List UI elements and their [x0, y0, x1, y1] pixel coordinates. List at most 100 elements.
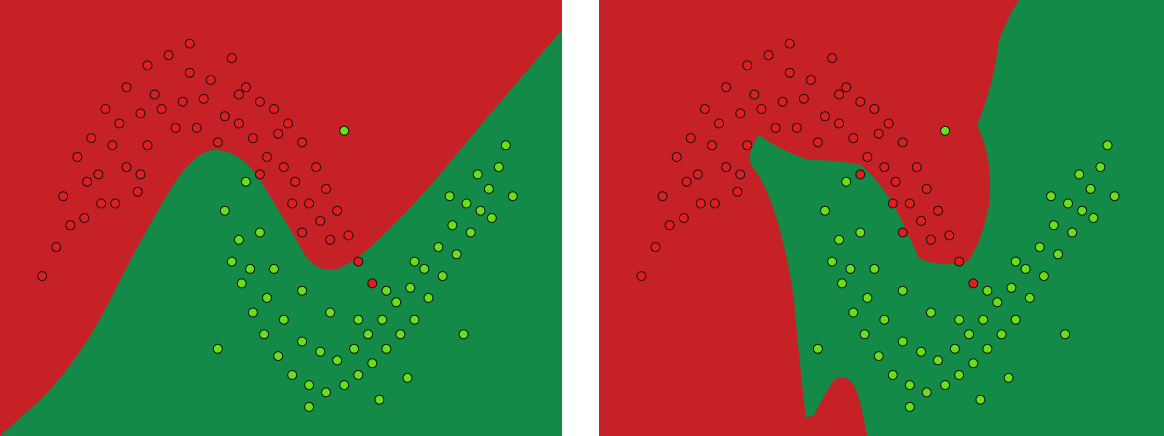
- data-point-class-0: [121, 162, 132, 173]
- data-point-class-1: [486, 213, 497, 223]
- data-point-class-1: [353, 314, 364, 325]
- data-point-class-1: [269, 263, 279, 274]
- data-point-class-1: [339, 125, 350, 136]
- data-point-class-1: [461, 198, 472, 209]
- data-point-class-1: [1102, 140, 1113, 151]
- data-point-class-1: [297, 336, 308, 347]
- data-point-class-0: [353, 256, 364, 267]
- data-point-class-0: [742, 60, 753, 71]
- data-point-class-0: [283, 118, 293, 129]
- data-point-class-0: [135, 169, 146, 180]
- data-point-class-0: [827, 53, 838, 64]
- data-point-class-0: [834, 89, 845, 100]
- data-point-class-1: [925, 307, 936, 318]
- data-point-class-1: [1020, 263, 1031, 274]
- data-point-class-0: [897, 227, 908, 238]
- data-point-class-0: [916, 215, 927, 226]
- data-point-class-1: [879, 314, 890, 325]
- data-point-class-1: [916, 346, 927, 357]
- data-point-class-1: [472, 169, 483, 180]
- data-point-class-0: [343, 230, 354, 241]
- data-point-class-0: [278, 162, 289, 173]
- data-point-class-0: [226, 53, 237, 64]
- data-point-class-1: [1010, 314, 1021, 325]
- data-point-class-0: [904, 198, 915, 209]
- data-point-class-0: [735, 169, 746, 180]
- data-point-class-1: [982, 285, 993, 296]
- data-point-class-0: [933, 205, 943, 216]
- data-point-class-1: [381, 343, 392, 354]
- data-point-class-0: [862, 152, 873, 162]
- data-point-class-0: [897, 137, 908, 148]
- data-point-class-0: [142, 60, 153, 71]
- data-point-class-0: [681, 176, 692, 187]
- data-point-class-0: [664, 220, 675, 231]
- data-point-class-0: [212, 137, 223, 148]
- data-point-class-1: [273, 351, 284, 362]
- data-point-class-0: [890, 176, 901, 187]
- class-1-region: [0, 30, 562, 436]
- data-point-class-0: [170, 122, 181, 133]
- data-point-class-1: [500, 140, 511, 151]
- data-point-class-1: [349, 343, 360, 354]
- data-point-class-0: [921, 183, 932, 194]
- data-point-class-1: [940, 125, 951, 136]
- data-point-class-0: [721, 162, 732, 173]
- data-point-class-0: [732, 186, 743, 197]
- data-point-class-0: [714, 118, 725, 129]
- data-point-class-0: [247, 133, 258, 144]
- data-point-class-0: [699, 104, 710, 114]
- data-point-class-0: [315, 215, 326, 226]
- data-point-class-0: [763, 50, 774, 61]
- data-point-class-1: [848, 307, 859, 318]
- data-point-class-0: [82, 176, 93, 187]
- data-point-class-0: [925, 234, 936, 245]
- data-point-class-1: [304, 380, 315, 391]
- data-point-class-1: [297, 285, 308, 296]
- data-point-class-0: [262, 152, 272, 162]
- data-point-class-0: [132, 186, 143, 197]
- data-point-class-0: [855, 169, 866, 180]
- data-point-class-1: [405, 282, 416, 293]
- data-point-class-0: [177, 96, 188, 107]
- data-point-class-1: [447, 220, 458, 231]
- data-point-class-1: [845, 263, 856, 274]
- data-point-class-0: [636, 271, 647, 282]
- data-point-class-0: [135, 108, 146, 119]
- data-point-class-1: [897, 336, 908, 347]
- data-point-class-1: [1095, 162, 1106, 173]
- data-point-class-1: [954, 370, 965, 380]
- data-point-class-0: [695, 198, 706, 209]
- data-point-class-0: [163, 50, 174, 61]
- data-point-class-0: [873, 128, 884, 139]
- data-point-class-1: [493, 162, 504, 173]
- data-point-class-1: [1067, 227, 1078, 238]
- data-point-class-1: [475, 205, 486, 216]
- data-point-class-1: [855, 227, 866, 238]
- data-point-class-0: [297, 137, 308, 148]
- data-point-class-1: [236, 278, 247, 289]
- data-point-class-1: [964, 329, 975, 340]
- data-point-class-0: [944, 230, 955, 241]
- data-point-class-1: [859, 329, 870, 340]
- data-point-class-1: [423, 292, 434, 303]
- data-point-class-0: [834, 118, 845, 129]
- data-point-class-1: [304, 401, 315, 412]
- data-point-class-1: [451, 249, 462, 260]
- data-point-class-0: [297, 227, 308, 238]
- data-point-class-0: [968, 278, 979, 289]
- data-point-class-1: [245, 263, 256, 274]
- data-point-class-0: [290, 176, 301, 187]
- class-1-region: [750, 0, 1164, 436]
- data-point-class-1: [219, 205, 230, 216]
- data-point-class-1: [1010, 256, 1021, 267]
- data-point-class-1: [402, 372, 413, 383]
- data-point-class-0: [287, 198, 298, 209]
- data-point-class-1: [940, 380, 951, 391]
- data-point-class-1: [837, 278, 847, 289]
- data-point-class-0: [86, 133, 97, 144]
- data-point-class-0: [848, 133, 859, 144]
- data-point-class-1: [1038, 271, 1049, 282]
- data-point-class-0: [184, 67, 195, 78]
- data-point-class-0: [685, 133, 696, 144]
